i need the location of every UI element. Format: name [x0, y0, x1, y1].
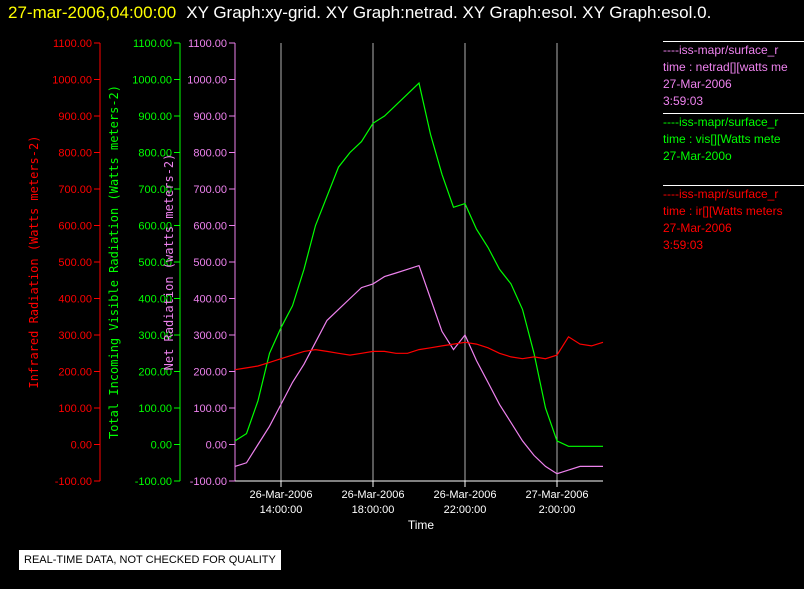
y-tick-label: 1000.00: [52, 75, 92, 87]
y-tick-label: 600.00: [193, 221, 227, 233]
y-tick-label: 300.00: [193, 330, 227, 342]
x-tick-time: 2:00:00: [539, 504, 576, 516]
y-tick-label: 500.00: [193, 257, 227, 269]
legend-source: ----iss-mapr/surface_r: [663, 115, 779, 129]
header-time: 27-mar-2006,04:00:00: [8, 3, 177, 22]
y-tick-label: 1100.00: [188, 38, 227, 50]
x-axis-label: Time: [408, 518, 435, 532]
y-tick-label: 100.00: [138, 403, 172, 415]
series-line: [234, 335, 604, 371]
legend-entry-ir: ----iss-mapr/surface_r time : ir[][Watts…: [663, 184, 804, 254]
legend-entry-vis: ----iss-mapr/surface_r time : vis[][Watt…: [663, 112, 804, 165]
y-tick-label: 300.00: [58, 330, 92, 342]
legend-entry-netrad: ----iss-mapr/surface_r time : netrad[][w…: [663, 40, 804, 110]
y-tick-label: -100.00: [135, 476, 172, 488]
legend: ----iss-mapr/surface_r time : netrad[][w…: [663, 40, 804, 260]
y-tick-label: 700.00: [58, 184, 92, 196]
quality-disclaimer: REAL-TIME DATA, NOT CHECKED FOR QUALITY: [19, 550, 281, 570]
y-tick-label: 800.00: [138, 148, 172, 160]
legend-field: time : vis[][Watts mete: [663, 132, 781, 146]
header-graph-list: XY Graph:xy-grid. XY Graph:netrad. XY Gr…: [186, 3, 712, 22]
y-tick-label: 800.00: [193, 148, 227, 160]
y-tick-label: 0.00: [206, 440, 227, 452]
legend-divider: [663, 185, 804, 186]
x-tick-date: 27-Mar-2006: [526, 489, 589, 501]
y-tick-label: 1100.00: [133, 38, 172, 50]
legend-source: ----iss-mapr/surface_r: [663, 43, 779, 57]
y-tick-label: 1000.00: [187, 75, 227, 87]
y-tick-label: 1100.00: [53, 38, 92, 50]
y-tick-label: 900.00: [193, 111, 227, 123]
x-tick-time: 14:00:00: [260, 504, 303, 516]
legend-time: 3:59:03: [663, 238, 704, 252]
legend-date: 27-Mar-200o: [663, 149, 732, 163]
y-axis-label: Infrared Radiation (Watts meters-2): [27, 136, 41, 389]
legend-date: 27-Mar-2006: [663, 77, 732, 91]
y-tick-label: 1000.00: [132, 75, 172, 87]
y-tick-label: 600.00: [58, 221, 92, 233]
legend-divider: [663, 113, 804, 114]
y-tick-label: 0.00: [151, 440, 172, 452]
y-tick-label: 600.00: [138, 221, 172, 233]
x-tick-date: 26-Mar-2006: [250, 489, 313, 501]
y-tick-label: -100.00: [55, 476, 92, 488]
y-tick-label: -100.00: [190, 476, 227, 488]
y-tick-label: 400.00: [58, 294, 92, 306]
legend-divider: [663, 41, 804, 42]
x-tick-time: 22:00:00: [444, 504, 487, 516]
y-tick-label: 700.00: [193, 184, 227, 196]
legend-time: 3:59:03: [663, 94, 704, 108]
y-tick-label: 700.00: [138, 184, 172, 196]
y-tick-label: 200.00: [138, 367, 172, 379]
legend-field: time : ir[][Watts meters: [663, 204, 783, 218]
title-bar: 27-mar-2006,04:00:00 XY Graph:xy-grid. XY…: [0, 0, 804, 30]
y-tick-label: 400.00: [138, 294, 172, 306]
legend-field: time : netrad[][watts me: [663, 60, 788, 74]
x-tick-date: 26-Mar-2006: [434, 489, 497, 501]
y-tick-label: 500.00: [58, 257, 92, 269]
y-tick-label: 500.00: [138, 257, 172, 269]
y-tick-label: 100.00: [58, 403, 92, 415]
legend-source: ----iss-mapr/surface_r: [663, 187, 779, 201]
series-line: [234, 81, 603, 447]
y-tick-label: 900.00: [138, 111, 172, 123]
y-axis-label: Net Radiation (watts meters-2): [162, 154, 176, 371]
series-line: [234, 264, 603, 475]
y-tick-label: 800.00: [58, 148, 92, 160]
y-tick-label: 300.00: [138, 330, 172, 342]
y-tick-label: 200.00: [193, 367, 227, 379]
y-tick-label: 100.00: [193, 403, 227, 415]
y-tick-label: 400.00: [193, 294, 227, 306]
y-tick-label: 0.00: [71, 440, 92, 452]
legend-date: 27-Mar-2006: [663, 221, 732, 235]
y-tick-label: 900.00: [58, 111, 92, 123]
x-tick-date: 26-Mar-2006: [342, 489, 405, 501]
y-axis-label: Total Incoming Visible Radiation (Watts …: [107, 85, 121, 439]
y-tick-label: 200.00: [58, 367, 92, 379]
x-tick-time: 18:00:00: [352, 504, 395, 516]
